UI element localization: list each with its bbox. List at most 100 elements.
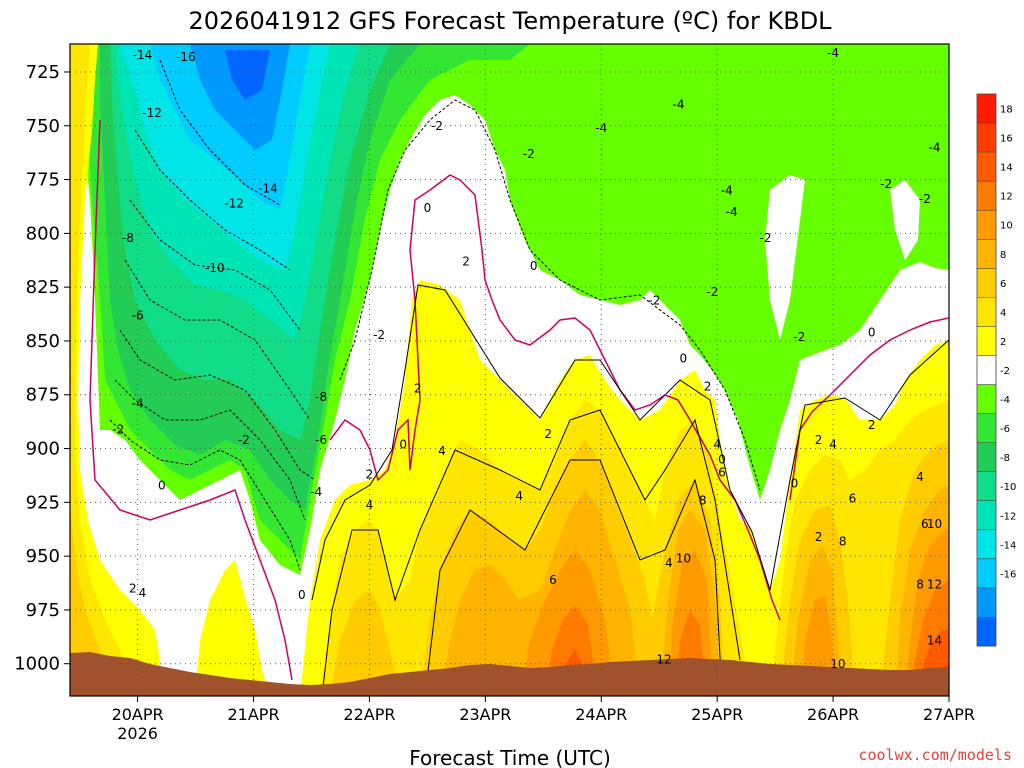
contour-label: 0: [399, 438, 407, 452]
x-axis-label: Forecast Time (UTC): [409, 746, 611, 768]
x-tick-label: 21APR: [227, 705, 279, 724]
plot-frame: [69, 43, 950, 697]
zero-contour-a: [89, 119, 293, 681]
isotherm-minus-14: [159, 59, 281, 206]
colorbar-label: 2: [1000, 337, 1006, 348]
contour-label: 12: [656, 653, 671, 667]
colorbar-label: -10: [1000, 482, 1016, 493]
contour-label: 4: [515, 489, 523, 503]
contour-label: -2: [523, 147, 535, 161]
contour-label: 4: [139, 586, 147, 600]
contour-label: -2: [793, 330, 805, 344]
contour-label: 6: [849, 491, 857, 505]
colorbar-label: 6: [1000, 279, 1006, 290]
contour-label: -10: [205, 261, 225, 275]
band-plus-6-e: [70, 500, 110, 696]
contour-label: 0: [158, 478, 166, 492]
y-tick-label: 725: [26, 62, 60, 83]
chart-title: 2026041912 GFS Forecast Temperature (ºC)…: [188, 7, 832, 35]
contour-label: 4: [713, 438, 721, 452]
isotherm-minus-4: [114, 379, 306, 521]
colorbar-label: 14: [1000, 163, 1013, 174]
colorbar-label: -12: [1000, 511, 1016, 522]
isotherm-minus-6: [119, 329, 316, 481]
colorbar-swatch: [977, 442, 996, 473]
contour-label: 14: [927, 633, 942, 647]
y-tick-label: 1000: [14, 654, 60, 675]
contour-label: 2: [868, 418, 876, 432]
contour-label: 4: [438, 444, 446, 458]
colorbar-frame: [976, 93, 997, 647]
ground: [70, 652, 949, 696]
x-tick-label: 23APR: [459, 705, 511, 724]
band-plus-6: [330, 590, 400, 696]
x-tick-label: 27APR: [923, 705, 975, 724]
colorbar-swatch: [977, 94, 996, 124]
warm-region-mid: [195, 560, 270, 696]
x-tick-label: 26APR: [807, 705, 859, 724]
isotherm-minus-2: [109, 419, 301, 571]
zero-contour-b: [329, 174, 781, 621]
contour-label: 6: [718, 466, 726, 480]
colorbar-swatch: [977, 587, 996, 618]
colorbar-label: -8: [1000, 453, 1010, 464]
y-tick-label: 900: [26, 439, 60, 460]
colorbar-swatch: [977, 210, 996, 240]
contour-label: -2: [919, 192, 931, 206]
colorbar-swatch: [977, 181, 996, 211]
x-tick-sublabel: 2026: [117, 724, 158, 743]
contour-label: 10: [830, 657, 845, 671]
contour-label: -14: [258, 181, 278, 195]
colorbar-swatch: [977, 384, 996, 415]
isotherm-minus-2-right: [339, 99, 761, 491]
contour-label: -2: [880, 177, 892, 191]
contour-label: 2: [544, 427, 552, 441]
y-axis: 725 750 775 800 825 850 875 900 925 950 975 1000: [14, 62, 70, 675]
colorbar-label: -14: [1000, 540, 1016, 551]
contour-label: -4: [673, 98, 685, 112]
isotherm-plus-4: [321, 409, 741, 696]
contour-label: 4: [665, 556, 673, 570]
contour-label: 2: [129, 582, 137, 596]
contour-label: -14: [133, 48, 153, 62]
contour-label: 2: [815, 530, 823, 544]
contour-label: 10: [676, 552, 691, 566]
cold-pocket-2: [890, 180, 920, 260]
contour-label: 8: [916, 577, 924, 591]
contour-label: -12: [224, 197, 244, 211]
contour-label: -6: [315, 433, 327, 447]
credit-text: coolwx.com/models: [858, 746, 1012, 764]
contour-label: -2: [648, 293, 660, 307]
y-tick-label: 950: [26, 546, 60, 567]
contour-labels: -14 -16 -12 -14 -12 -8 -10 -6 -4 -2 -2 -8 -6 -4 -2 -2 -2…: [112, 46, 942, 671]
y-tick-label: 800: [26, 223, 60, 244]
colorbar-swatch: [977, 500, 996, 531]
contour-label: -2: [112, 422, 124, 436]
colorbar-swatch: [977, 268, 996, 298]
y-tick-label: 925: [26, 492, 60, 513]
colorbar-swatch: [977, 123, 996, 153]
contour-label: 0: [718, 453, 726, 467]
y-tick-label: 975: [26, 600, 60, 621]
x-tick-label: 25APR: [691, 705, 743, 724]
y-tick-label: 750: [26, 116, 60, 137]
contour-label: 2: [462, 255, 470, 269]
contour-label: 0: [530, 259, 538, 273]
contour-label: 0: [868, 326, 876, 340]
colorbar-swatch: [977, 239, 996, 269]
colorbar-label: 10: [1000, 221, 1013, 232]
contour-label: -4: [929, 141, 941, 155]
contour-label: 0: [298, 588, 306, 602]
isotherm-plus-6: [424, 459, 723, 696]
contour-label: 6: [549, 573, 557, 587]
y-tick-label: 850: [26, 331, 60, 352]
isotherm-plus-2: [311, 284, 949, 601]
contour-label: -12: [142, 106, 162, 120]
contour-label: 4: [366, 498, 374, 512]
contour-label: 4: [829, 438, 837, 452]
contour-label: -4: [310, 485, 322, 499]
contour-label: 8: [839, 534, 847, 548]
contour-label: -6: [132, 308, 144, 322]
